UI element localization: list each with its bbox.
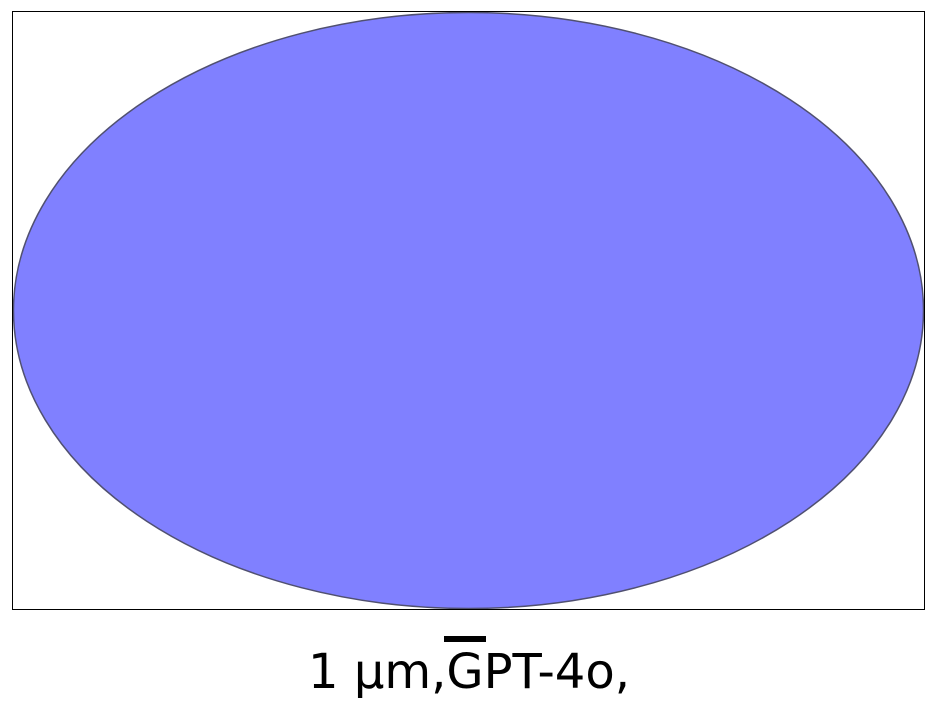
caption-text: 1 µm,GPT-4o, xyxy=(0,636,938,704)
blue-ellipse xyxy=(13,12,924,609)
caption-overlined-letter: G xyxy=(444,636,486,704)
caption-suffix: PT-4o, xyxy=(483,644,630,700)
caption-prefix: 1 µm, xyxy=(308,644,447,700)
shape-canvas xyxy=(13,12,924,609)
plot-frame xyxy=(12,11,925,610)
